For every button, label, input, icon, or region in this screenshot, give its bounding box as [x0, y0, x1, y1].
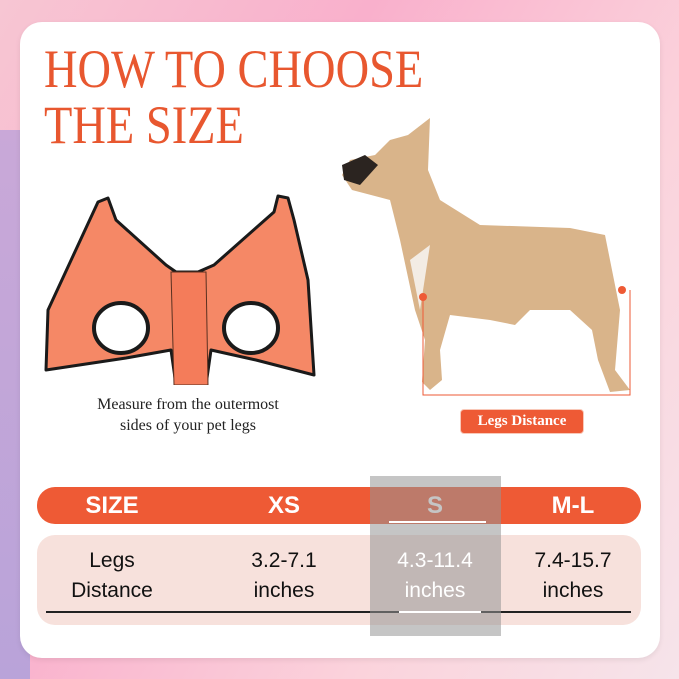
highlight-underline-bottom	[399, 611, 481, 613]
row-label: Legs Distance	[37, 546, 187, 606]
grooming-vest-image	[44, 194, 316, 385]
highlight-overlay-s	[370, 476, 501, 636]
legs-distance-label: Legs Distance	[460, 409, 584, 434]
s-range: 4.3-11.4	[397, 549, 473, 572]
cell-s: 4.3-11.4 inches	[360, 546, 510, 606]
page-title-line2: THE SIZE	[44, 95, 244, 155]
cell-ml: 7.4-15.7 inches	[498, 546, 648, 606]
header-xs: XS	[267, 492, 300, 519]
size-table-header	[37, 487, 641, 524]
row-label-line2: Distance	[71, 579, 153, 602]
right-measure-dot	[618, 286, 626, 294]
xs-unit: inches	[253, 579, 315, 602]
header-size: SIZE	[85, 492, 139, 519]
size-table-row	[37, 535, 641, 625]
french-bulldog-image	[342, 118, 631, 396]
s-unit: inches	[404, 579, 466, 602]
page-title-line1: HOW TO CHOOSE	[44, 39, 424, 99]
xs-range: 3.2-7.1	[251, 549, 317, 572]
ml-unit: inches	[542, 579, 604, 602]
vest-caption: Measure from the outermost sides of your…	[48, 394, 328, 436]
row-divider	[46, 611, 631, 613]
caption-line2: sides of your pet legs	[120, 417, 256, 434]
caption-line1: Measure from the outermost	[97, 396, 279, 413]
highlight-underline-top	[389, 521, 486, 523]
cell-xs: 3.2-7.1 inches	[209, 546, 359, 606]
ml-range: 7.4-15.7	[534, 549, 612, 572]
header-ml: M-L	[551, 492, 595, 519]
row-label-line1: Legs	[89, 549, 135, 572]
